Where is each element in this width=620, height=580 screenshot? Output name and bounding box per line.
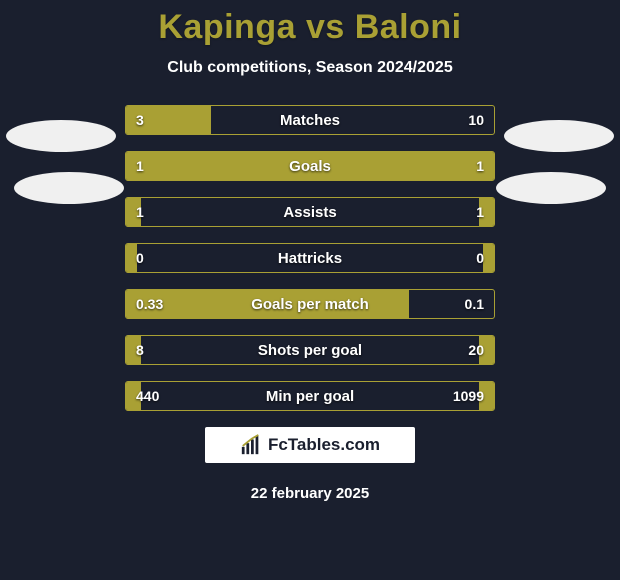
branding-badge: FcTables.com <box>205 427 415 463</box>
subtitle: Club competitions, Season 2024/2025 <box>0 59 620 77</box>
team-right-logo-placeholder <box>496 172 606 204</box>
page-title: Kapinga vs Baloni <box>0 8 620 47</box>
snapshot-date: 22 february 2025 <box>0 485 620 502</box>
stat-row: 3Matches10 <box>125 105 495 135</box>
fctables-logo-icon <box>240 434 262 456</box>
stat-label: Goals <box>126 152 494 180</box>
team-left-logo-placeholder <box>14 172 124 204</box>
stat-value-right: 1 <box>476 198 484 226</box>
player-right-avatar-placeholder <box>504 120 614 152</box>
stat-row: 440Min per goal1099 <box>125 381 495 411</box>
brand-text: FcTables.com <box>268 435 380 455</box>
stat-row: 0.33Goals per match0.1 <box>125 289 495 319</box>
stat-value-right: 1099 <box>453 382 484 410</box>
stat-label: Hattricks <box>126 244 494 272</box>
stat-label: Shots per goal <box>126 336 494 364</box>
stat-row: 8Shots per goal20 <box>125 335 495 365</box>
stat-value-right: 1 <box>476 152 484 180</box>
stat-label: Assists <box>126 198 494 226</box>
stat-label: Goals per match <box>126 290 494 318</box>
stat-row: 1Assists1 <box>125 197 495 227</box>
player-left-avatar-placeholder <box>6 120 116 152</box>
stat-value-right: 0 <box>476 244 484 272</box>
stat-value-right: 20 <box>468 336 484 364</box>
stats-rows: 3Matches101Goals11Assists10Hattricks00.3… <box>125 105 495 411</box>
stat-row: 0Hattricks0 <box>125 243 495 273</box>
stat-value-right: 10 <box>468 106 484 134</box>
stat-label: Matches <box>126 106 494 134</box>
stat-row: 1Goals1 <box>125 151 495 181</box>
stat-label: Min per goal <box>126 382 494 410</box>
comparison-card: Kapinga vs Baloni Club competitions, Sea… <box>0 0 620 580</box>
stat-value-right: 0.1 <box>465 290 484 318</box>
